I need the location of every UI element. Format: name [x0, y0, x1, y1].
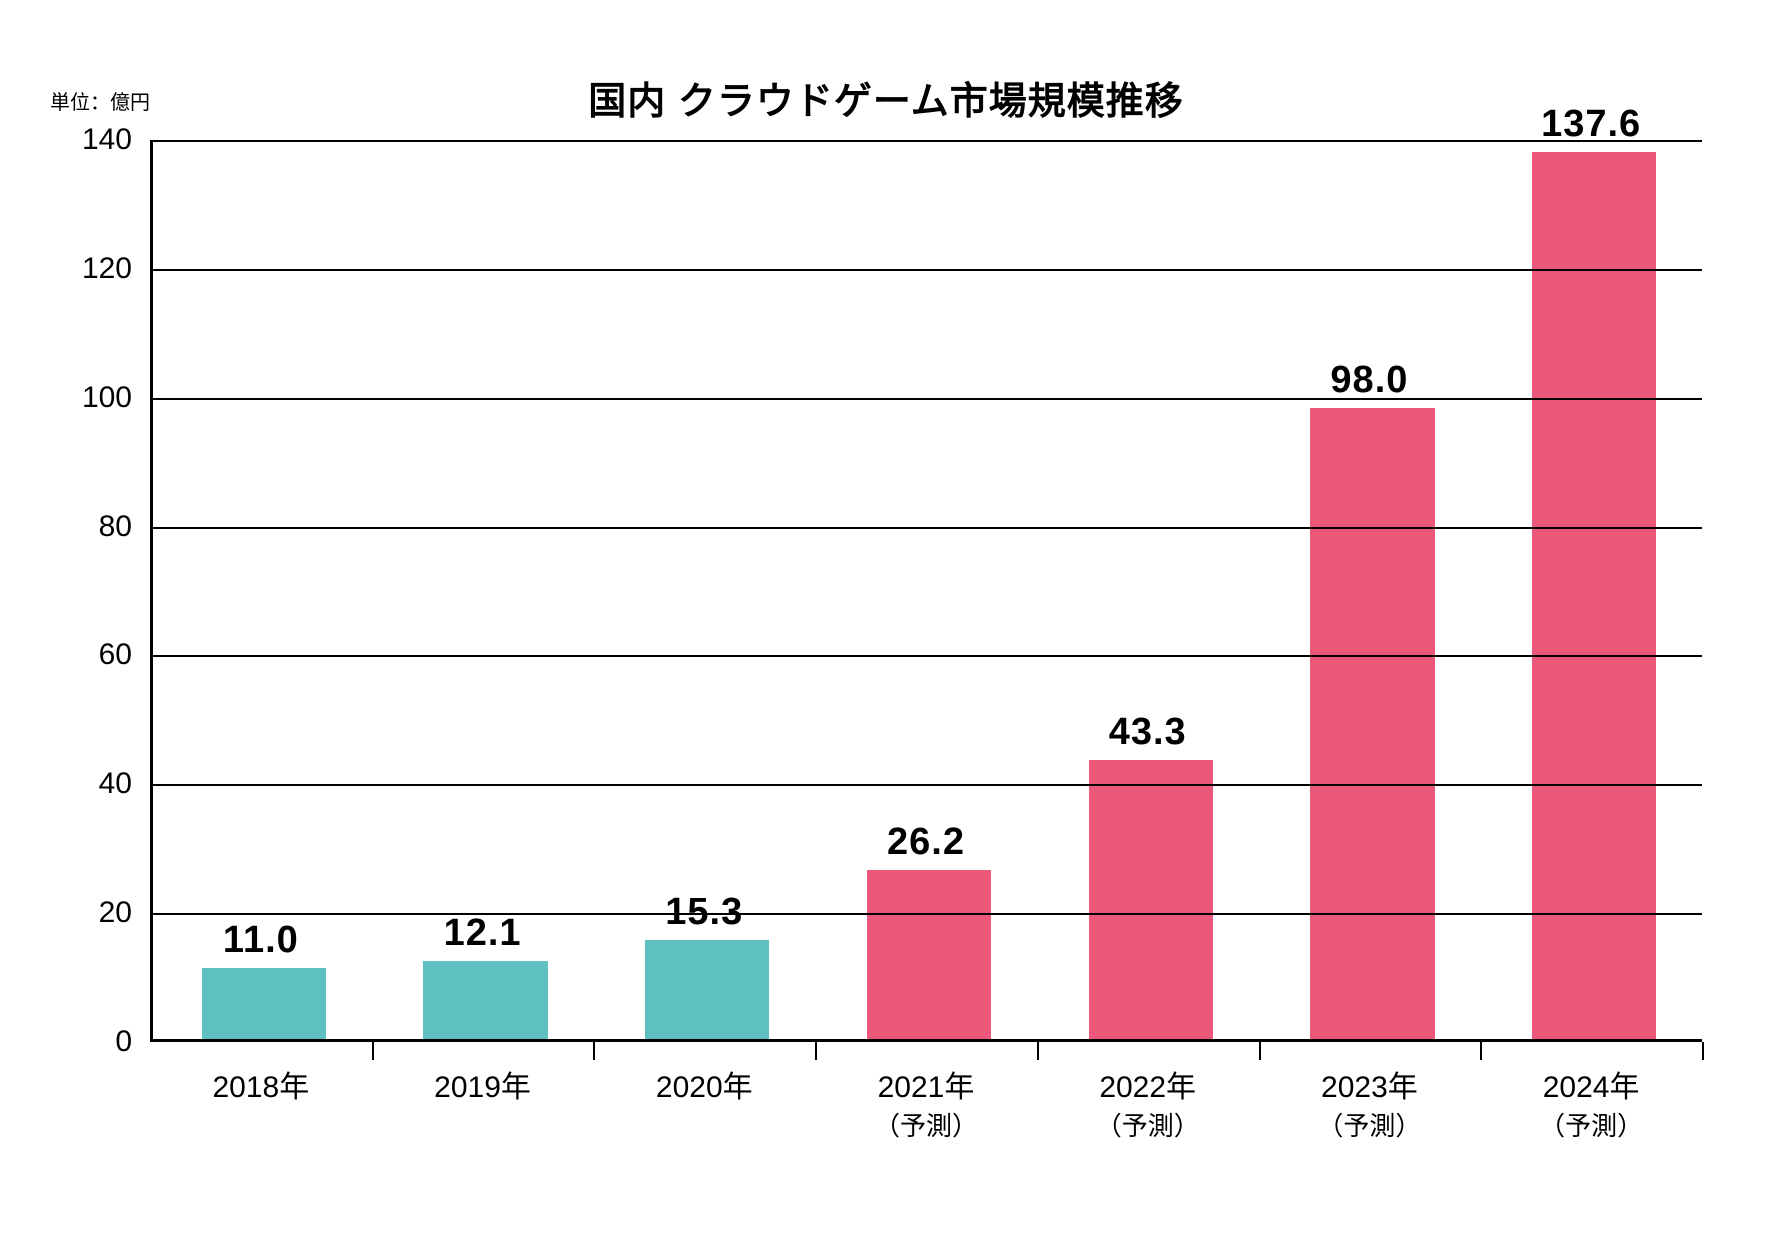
x-tick-mark — [815, 1042, 817, 1060]
bar — [202, 968, 326, 1039]
grid-line — [153, 655, 1702, 657]
bar — [1532, 152, 1656, 1039]
x-tick-year: 2024年 — [1543, 1071, 1640, 1104]
x-tick-label: 2021年（予測） — [815, 1062, 1037, 1143]
bar — [1089, 760, 1213, 1039]
x-tick-label: 2022年（予測） — [1037, 1062, 1259, 1143]
bar-chart: 国内 クラウドゲーム市場規模推移 単位：億円 02040608010012014… — [60, 70, 1712, 1182]
grid-line — [153, 269, 1702, 271]
x-tick-forecast-note: （予測） — [1259, 1106, 1481, 1143]
bar — [423, 961, 547, 1039]
x-tick-year: 2020年 — [656, 1071, 753, 1104]
x-tick-forecast-note: （予測） — [815, 1106, 1037, 1143]
y-tick-label: 0 — [60, 1025, 132, 1059]
x-tick-forecast-note: （予測） — [1037, 1106, 1259, 1143]
grid-line — [153, 784, 1702, 786]
x-tick-label: 2024年（予測） — [1480, 1062, 1702, 1143]
y-tick-label: 40 — [60, 767, 132, 801]
x-tick-mark — [1037, 1042, 1039, 1060]
plot-area — [150, 140, 1702, 1042]
x-tick-year: 2022年 — [1099, 1071, 1196, 1104]
x-tick-label: 2023年（予測） — [1259, 1062, 1481, 1143]
x-tick-mark — [1480, 1042, 1482, 1060]
y-tick-label: 140 — [60, 123, 132, 157]
y-tick-label: 80 — [60, 510, 132, 544]
y-tick-label: 120 — [60, 252, 132, 286]
x-tick-label: 2020年 — [593, 1062, 815, 1106]
y-tick-label: 20 — [60, 896, 132, 930]
x-tick-mark — [1259, 1042, 1261, 1060]
x-tick-label: 2019年 — [372, 1062, 594, 1106]
bar-value-label: 15.3 — [593, 891, 815, 934]
bar — [1310, 408, 1434, 1039]
grid-line — [153, 140, 1702, 142]
y-axis-unit-label: 単位：億円 — [50, 86, 150, 115]
bars-container — [153, 140, 1702, 1039]
bar — [645, 940, 769, 1039]
x-tick-year: 2023年 — [1321, 1071, 1418, 1104]
x-tick-year: 2019年 — [434, 1071, 531, 1104]
chart-title: 国内 クラウドゲーム市場規模推移 — [60, 70, 1712, 125]
bar — [867, 870, 991, 1039]
x-tick-mark — [372, 1042, 374, 1060]
y-tick-label: 60 — [60, 638, 132, 672]
bar-value-label: 98.0 — [1259, 359, 1481, 402]
grid-line — [153, 527, 1702, 529]
x-tick-year: 2021年 — [878, 1071, 975, 1104]
y-tick-label: 100 — [60, 381, 132, 415]
bar-value-label: 43.3 — [1037, 711, 1259, 754]
bar-value-label: 26.2 — [815, 821, 1037, 864]
bar-value-label: 137.6 — [1480, 103, 1702, 146]
bar-value-label: 12.1 — [372, 912, 594, 955]
x-tick-mark — [1702, 1042, 1704, 1060]
x-tick-year: 2018年 — [212, 1071, 309, 1104]
bar-value-label: 11.0 — [150, 919, 372, 962]
x-tick-label: 2018年 — [150, 1062, 372, 1106]
x-tick-mark — [593, 1042, 595, 1060]
x-tick-forecast-note: （予測） — [1480, 1106, 1702, 1143]
